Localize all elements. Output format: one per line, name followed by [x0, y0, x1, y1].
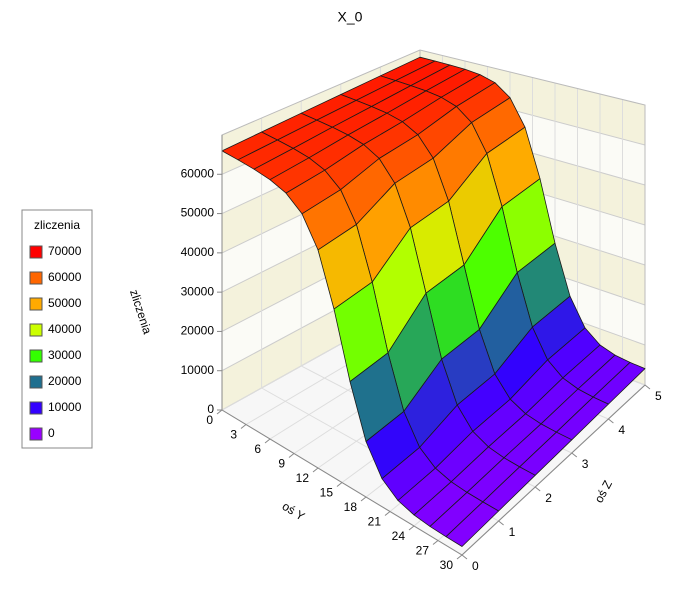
- x-tick: [456, 554, 463, 560]
- z-tick: [498, 520, 504, 526]
- v-tick-label: 0: [207, 402, 214, 416]
- z-tick: [608, 418, 614, 424]
- v-tick-label: 60000: [181, 166, 215, 180]
- legend-label: 0: [48, 426, 55, 440]
- legend-swatch: [29, 401, 43, 415]
- z-tick-label: 1: [509, 525, 516, 539]
- v-axis-title: zliczenia: [127, 288, 155, 336]
- x-tick-label: 6: [254, 442, 261, 456]
- z-tick: [571, 452, 578, 458]
- legend-label: 60000: [48, 270, 82, 284]
- legend-swatch: [29, 375, 43, 389]
- x-tick-label: 9: [278, 457, 285, 471]
- z-axis-title: oś Z: [592, 478, 615, 505]
- legend-swatch: [29, 297, 43, 311]
- x-tick-label: 0: [206, 413, 213, 427]
- x-tick-label: 24: [392, 529, 406, 543]
- x-tick: [384, 511, 391, 516]
- x-tick: [288, 453, 295, 458]
- legend-swatch: [29, 323, 43, 337]
- surface-cell: [445, 501, 500, 547]
- legend-label: 40000: [48, 322, 82, 336]
- z-tick-label: 0: [472, 559, 479, 573]
- x-tick-label: 12: [296, 471, 310, 485]
- x-tick: [336, 482, 343, 487]
- x-tick: [216, 409, 223, 415]
- x-tick: [360, 496, 367, 502]
- legend-swatch: [29, 349, 43, 363]
- x-tick: [432, 540, 439, 545]
- z-tick: [644, 384, 651, 390]
- legend-swatch: [29, 271, 43, 285]
- x-tick-label: 18: [344, 500, 358, 514]
- x-tick-label: 15: [320, 486, 334, 500]
- v-tick-label: 10000: [181, 363, 215, 377]
- x-tick-label: 3: [230, 428, 237, 442]
- z-tick-label: 5: [655, 389, 662, 403]
- z-tick: [534, 486, 541, 492]
- v-tick-label: 40000: [181, 245, 215, 259]
- legend-label: 10000: [48, 400, 82, 414]
- legend-label: 30000: [48, 348, 82, 362]
- z-tick-label: 3: [582, 457, 589, 471]
- z-tick-label: 4: [618, 423, 625, 437]
- v-tick-label: 20000: [181, 324, 215, 338]
- z-tick: [461, 554, 468, 560]
- v-tick-label: 30000: [181, 284, 215, 298]
- legend: zliczenia 70000 60000 50000 40000 30000 20000…: [21, 209, 93, 449]
- x-tick-label: 21: [368, 515, 382, 529]
- x-tick-label: 27: [416, 544, 430, 558]
- v-tick-label: 50000: [181, 206, 215, 220]
- x-tick-label: 30: [440, 558, 454, 572]
- x-tick: [312, 467, 319, 473]
- z-axis-line: [461, 384, 646, 556]
- legend-swatch: [29, 427, 43, 441]
- x-tick: [408, 525, 415, 531]
- x-tick: [240, 424, 247, 429]
- legend-label: 20000: [48, 374, 82, 388]
- chart-title: X_0: [338, 9, 363, 25]
- legend-swatch: [29, 245, 43, 259]
- z-tick-label: 2: [545, 491, 552, 505]
- legend-label: 70000: [48, 244, 82, 258]
- x-tick: [264, 438, 271, 444]
- legend-title: zliczenia: [34, 218, 80, 232]
- legend-label: 50000: [48, 296, 82, 310]
- x-axis-title: oś Y: [280, 499, 308, 523]
